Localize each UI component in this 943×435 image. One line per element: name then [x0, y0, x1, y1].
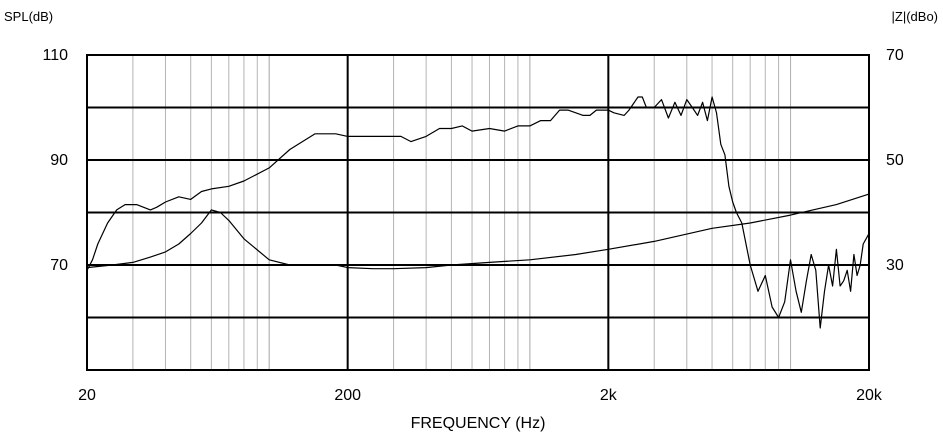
y-left-tick-labels: 110 90 70 — [42, 47, 68, 274]
x-tick-labels: 20 200 2k 20k — [78, 387, 883, 404]
y-right-tick-label: 50 — [886, 152, 904, 169]
x-tick-label: 20k — [856, 387, 883, 404]
series-layer — [86, 96, 870, 329]
spl-series-line — [86, 96, 870, 329]
plot-frame — [86, 54, 870, 371]
x-tick-label: 200 — [334, 387, 361, 404]
x-axis-label: FREQUENCY (Hz) — [411, 415, 546, 432]
x-tick-label: 2k — [600, 387, 618, 404]
y-left-tick-label: 110 — [42, 47, 68, 64]
x-tick-label: 20 — [78, 387, 96, 404]
y-right-tick-labels: 70 50 30 — [886, 47, 904, 274]
y-right-tick-label: 70 — [886, 47, 904, 64]
y-left-axis-label: SPL(dB) — [4, 9, 53, 24]
y-right-tick-label: 30 — [886, 257, 904, 274]
impedance-series-line — [86, 193, 870, 270]
y-right-axis-label: |Z|(dBo) — [892, 9, 938, 24]
y-left-tick-label: 90 — [50, 152, 68, 169]
y-left-tick-label: 70 — [50, 257, 68, 274]
